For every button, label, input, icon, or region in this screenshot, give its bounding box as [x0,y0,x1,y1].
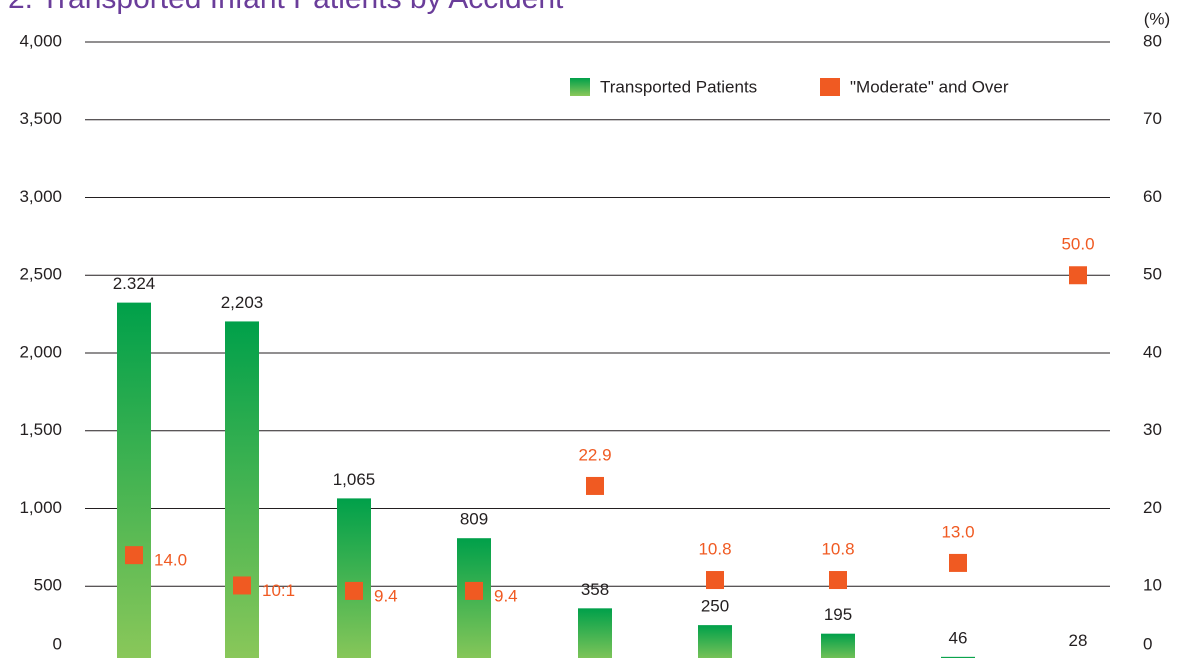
point-value-label: 14.0 [154,551,187,570]
point [465,582,483,600]
bar-value-label: 250 [701,597,729,616]
bar [117,303,151,658]
point-value-label: 10.8 [821,540,854,559]
y2-tick-label: 30 [1143,420,1162,439]
y2-tick-label: 60 [1143,187,1162,206]
legend-label: "Moderate" and Over [850,77,1009,96]
point [949,554,967,572]
bar-value-label: 2,203 [221,293,264,312]
y-tick-label: 1,500 [19,420,62,439]
point-value-label: 9.4 [494,586,518,605]
chart-title: 2. Transported Infant Patients by Accide… [8,0,564,15]
bar-value-label: 809 [460,510,488,529]
legend-swatch [820,78,840,96]
bar [578,608,612,658]
y-tick-label: 4,000 [19,31,62,50]
y2-tick-label: 50 [1143,265,1162,284]
point-value-label: 9.4 [374,586,398,605]
bar-value-label: 46 [949,628,968,647]
bar [225,321,259,658]
point [345,582,363,600]
bar [337,498,371,658]
bar [698,625,732,658]
y2-tick-label: 10 [1143,576,1162,595]
y-tick-label: 0 [53,634,62,653]
y-tick-label: 3,000 [19,187,62,206]
y2-tick-label: 20 [1143,498,1162,517]
bar-value-label: 1,065 [333,470,376,489]
chart: 2. Transported Infant Patients by Accide… [0,0,1179,658]
legend-swatch [570,78,590,96]
point [1069,266,1087,284]
y2-tick-label: 0 [1143,634,1152,653]
point [233,576,251,594]
bar-value-label: 28 [1069,631,1088,650]
y-tick-label: 2,000 [19,342,62,361]
bar [821,634,855,658]
point-value-label: 50.0 [1061,235,1094,254]
y2-tick-label: 70 [1143,109,1162,128]
point [125,546,143,564]
point-value-label: 10.8 [698,540,731,559]
point-value-label: 22.9 [578,445,611,464]
y-tick-label: 500 [34,576,62,595]
point [706,571,724,589]
y2-tick-label: 80 [1143,31,1162,50]
legend-label: Transported Patients [600,77,757,96]
bar-value-label: 195 [824,605,852,624]
point-value-label: 10:1 [262,581,295,600]
point [586,477,604,495]
point-value-label: 13.0 [941,522,974,541]
y-tick-label: 2,500 [19,265,62,284]
y-tick-label: 3,500 [19,109,62,128]
point [829,571,847,589]
y2-axis-label: (%) [1144,9,1170,28]
y-tick-label: 1,000 [19,498,62,517]
bar-value-label: 358 [581,580,609,599]
bar-value-label: 2.324 [113,274,156,293]
y2-tick-label: 40 [1143,342,1162,361]
